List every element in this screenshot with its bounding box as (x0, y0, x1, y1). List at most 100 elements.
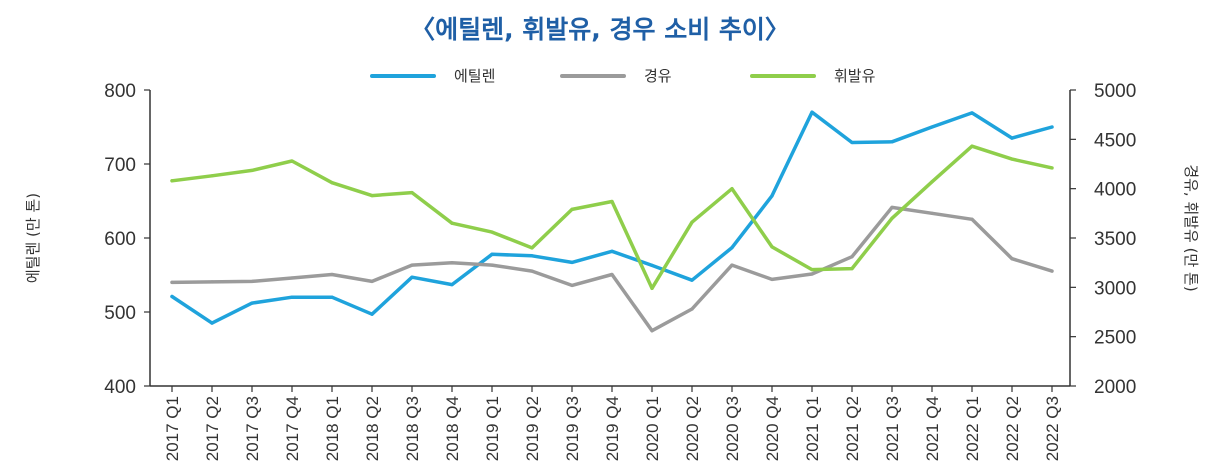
x-tick-label: 2020 Q3 (723, 396, 742, 461)
x-tick-label: 2019 Q2 (523, 396, 542, 461)
x-tick-label: 2021 Q2 (843, 396, 862, 461)
x-tick-label: 2022 Q1 (963, 396, 982, 461)
x-tick-label: 2017 Q2 (203, 396, 222, 461)
x-tick-label: 2017 Q4 (283, 396, 302, 461)
data-point (810, 272, 814, 276)
y-left-tick-label: 600 (104, 229, 136, 250)
x-tick-label: 2022 Q2 (1003, 396, 1022, 461)
data-point (890, 205, 894, 210)
series-line-3 (170, 144, 1054, 291)
data-point (610, 249, 614, 253)
x-tick-label: 2017 Q1 (163, 396, 182, 461)
data-point (370, 312, 374, 316)
data-point (490, 263, 494, 267)
data-point (930, 211, 934, 215)
data-point (650, 286, 654, 290)
data-point (450, 221, 454, 225)
series-line-1 (170, 110, 1054, 325)
x-tick-label: 2019 Q4 (603, 396, 622, 461)
y-right-tick-label: 4500 (1094, 130, 1136, 151)
x-tick-label: 2021 Q1 (803, 396, 822, 461)
data-point (530, 269, 534, 273)
data-point (410, 263, 414, 267)
legend: 에틸렌 경유 휘발유 (370, 67, 876, 85)
data-point (730, 246, 734, 250)
data-point (410, 191, 414, 195)
y-left-tick-label: 500 (104, 303, 136, 324)
data-point (850, 140, 854, 145)
data-point (170, 280, 174, 284)
data-point (290, 159, 294, 163)
data-point (1050, 166, 1054, 170)
x-tick-label: 2020 Q4 (763, 396, 782, 461)
data-point (890, 140, 894, 144)
data-point (210, 174, 214, 178)
y-right-tick-label: 3000 (1094, 278, 1136, 299)
data-point (610, 272, 614, 277)
data-point (970, 111, 974, 115)
legend-label: 경유 (644, 67, 672, 85)
data-point (490, 252, 494, 256)
data-point (170, 294, 174, 299)
data-point (370, 279, 374, 284)
data-point (850, 255, 854, 259)
data-point (210, 280, 214, 284)
data-point (170, 179, 174, 183)
data-point (610, 199, 614, 204)
x-tick-label: 2021 Q4 (923, 396, 942, 461)
data-point (930, 180, 934, 184)
y-left-tick-label: 700 (104, 155, 136, 176)
data-point (650, 329, 654, 333)
y-axis-right-label: 경유, 휘발유 (만 톤) (1182, 164, 1200, 291)
data-point (770, 277, 774, 282)
data-point (1050, 269, 1054, 273)
x-tick-label: 2021 Q3 (883, 396, 902, 461)
data-point (330, 272, 334, 277)
data-point (930, 125, 934, 129)
data-point (530, 254, 534, 258)
series-layer (170, 110, 1054, 333)
data-point (290, 276, 294, 280)
x-tick-label: 2018 Q4 (443, 396, 462, 461)
y-right-tick-label: 5000 (1094, 81, 1136, 102)
data-point (450, 261, 454, 265)
x-tick-label: 2022 Q3 (1043, 396, 1062, 461)
legend-label: 에틸렌 (454, 67, 495, 85)
data-point (250, 279, 254, 284)
data-point (330, 181, 334, 185)
data-point (810, 267, 814, 272)
data-point (450, 283, 454, 287)
data-point (570, 207, 574, 211)
data-point (210, 321, 214, 325)
data-point (970, 144, 974, 148)
data-point (690, 307, 694, 311)
data-point (250, 168, 254, 173)
data-point (690, 278, 694, 282)
data-point (810, 110, 814, 114)
data-point (530, 246, 534, 250)
x-tick-label: 2018 Q1 (323, 396, 342, 461)
data-point (650, 263, 654, 267)
x-tick-label: 2019 Q3 (563, 396, 582, 461)
axes: 400 500 600 700 800 2000 2500 3000 3500 4000 4500 5… (104, 81, 1136, 461)
data-point (1050, 125, 1054, 129)
data-point (730, 263, 734, 267)
data-point (690, 220, 694, 224)
data-point (570, 260, 574, 265)
data-point (770, 194, 774, 198)
y-right-tick-label: 2000 (1094, 377, 1136, 398)
data-point (330, 295, 334, 299)
series-line-2 (170, 205, 1054, 333)
y-right-tick-label: 4000 (1094, 180, 1136, 201)
y-left-tick-label: 400 (104, 377, 136, 398)
y-left-tick-label: 800 (104, 81, 136, 102)
data-point (1010, 157, 1014, 161)
y-right-tick-label: 3500 (1094, 229, 1136, 250)
y-right-tick-label: 2500 (1094, 328, 1136, 349)
x-tick-label: 2018 Q2 (363, 396, 382, 461)
x-tick-label: 2018 Q3 (403, 396, 422, 461)
legend-label: 휘발유 (834, 67, 876, 85)
data-point (970, 217, 974, 221)
y-axis-left-label: 에틸렌 (만 톤) (24, 193, 42, 283)
